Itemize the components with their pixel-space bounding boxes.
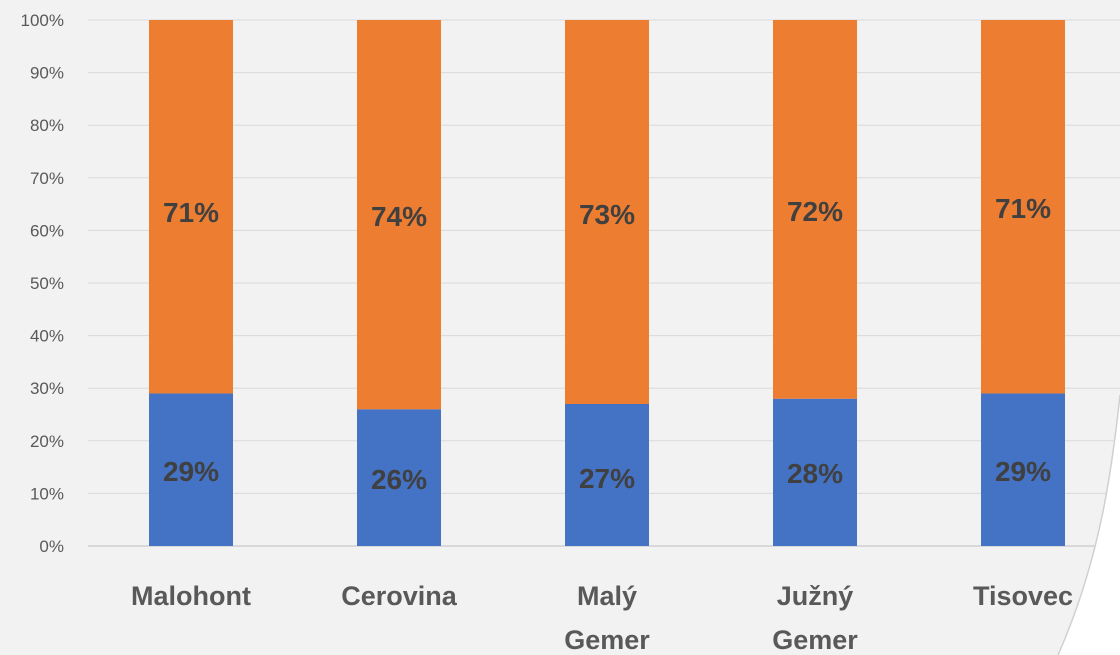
y-tick-label: 90% bbox=[30, 64, 64, 83]
data-label-top: 74% bbox=[371, 201, 427, 232]
x-category-label: Malohont bbox=[131, 581, 251, 611]
data-label-bottom: 28% bbox=[787, 458, 843, 489]
bar-segment-bottom bbox=[149, 393, 233, 546]
bar-segment-top bbox=[565, 20, 649, 404]
bar-segment-top bbox=[773, 20, 857, 399]
bar-segment-top bbox=[981, 20, 1065, 394]
y-tick-label: 0% bbox=[39, 537, 64, 556]
page-curl-edge bbox=[1057, 394, 1120, 655]
data-label-bottom: 27% bbox=[579, 463, 635, 494]
data-label-top: 71% bbox=[995, 193, 1051, 224]
data-label-top: 73% bbox=[579, 199, 635, 230]
bar-segment-bottom bbox=[981, 393, 1065, 546]
page-curl-shape bbox=[1058, 395, 1120, 655]
y-tick-label: 80% bbox=[30, 116, 64, 135]
bar-segment-bottom bbox=[773, 398, 857, 546]
x-category-label: Južný bbox=[777, 581, 854, 611]
y-tick-label: 60% bbox=[30, 221, 64, 240]
x-category-label: Cerovina bbox=[341, 581, 458, 611]
bar-segment-bottom bbox=[565, 403, 649, 546]
y-tick-label: 100% bbox=[21, 11, 64, 30]
y-tick-label: 40% bbox=[30, 327, 64, 346]
x-category-label: Gemer bbox=[564, 625, 650, 655]
x-category-label: Malý bbox=[577, 581, 637, 611]
x-category-label: Tisovec bbox=[973, 581, 1073, 611]
bar-segment-bottom bbox=[357, 409, 441, 546]
bar-segment-top bbox=[357, 20, 441, 410]
data-label-bottom: 29% bbox=[163, 456, 219, 487]
y-tick-label: 10% bbox=[30, 484, 64, 503]
data-label-top: 71% bbox=[163, 197, 219, 228]
y-tick-label: 20% bbox=[30, 432, 64, 451]
data-label-bottom: 26% bbox=[371, 464, 427, 495]
y-tick-label: 70% bbox=[30, 169, 64, 188]
y-tick-label: 50% bbox=[30, 274, 64, 293]
y-tick-label: 30% bbox=[30, 379, 64, 398]
data-label-top: 72% bbox=[787, 196, 843, 227]
data-label-bottom: 29% bbox=[995, 456, 1051, 487]
bar-segment-top bbox=[149, 20, 233, 394]
x-category-label: Gemer bbox=[772, 625, 858, 655]
